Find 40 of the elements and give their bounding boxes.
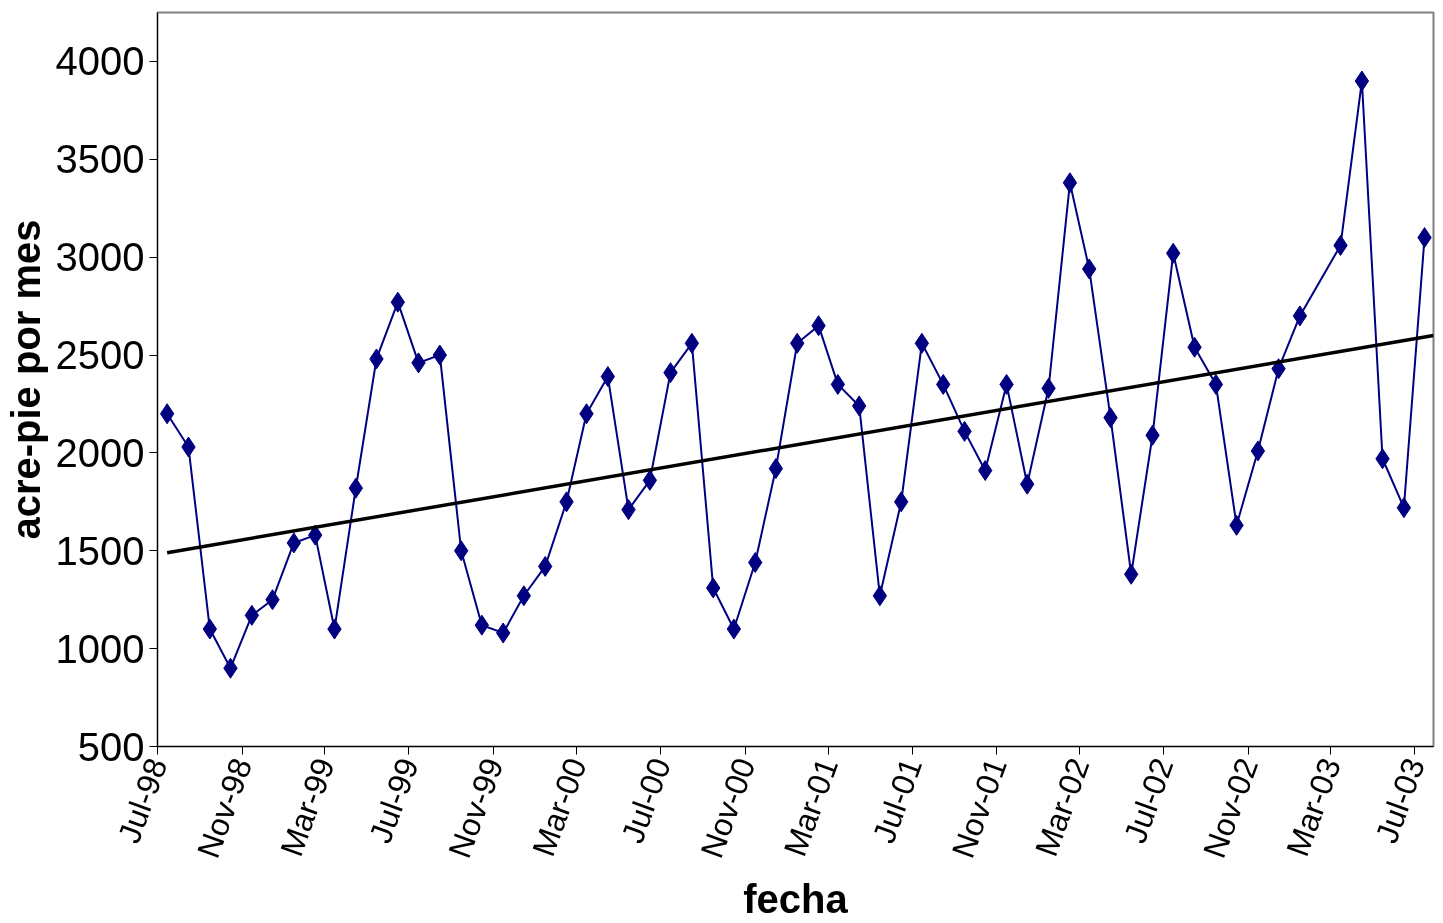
y-tick-label: 3000 xyxy=(55,235,145,280)
point xyxy=(1396,497,1412,519)
point xyxy=(1250,440,1266,462)
y-tick-label: 2000 xyxy=(55,430,145,475)
point xyxy=(286,532,302,554)
point xyxy=(726,618,742,640)
point xyxy=(1062,172,1078,194)
y-tick-label: 2500 xyxy=(55,333,145,378)
x-tick-label: Jul-01 xyxy=(865,753,930,848)
point xyxy=(1208,373,1224,395)
point xyxy=(1292,305,1308,327)
point xyxy=(600,366,616,388)
point xyxy=(244,604,260,626)
y-tick-label: 4000 xyxy=(55,39,145,84)
x-tick-label: Nov-98 xyxy=(190,753,260,863)
x-tick-label: Jul-00 xyxy=(614,753,678,848)
x-tick-label: Mar-02 xyxy=(1027,753,1097,861)
point xyxy=(1354,70,1370,92)
y-axis-title: acre-pie por mes xyxy=(3,219,48,540)
x-tick-label: Mar-01 xyxy=(776,753,846,861)
point xyxy=(830,373,846,395)
point xyxy=(159,403,175,425)
point xyxy=(516,585,532,607)
x-tick-label: Jul-02 xyxy=(1116,753,1181,848)
x-axis-title: fecha xyxy=(743,876,849,921)
y-tick-label: 1500 xyxy=(55,528,145,573)
x-tick-label: Jul-03 xyxy=(1368,753,1432,848)
y-tick-label: 1000 xyxy=(55,626,145,671)
point xyxy=(872,585,888,607)
x-tick-label: Jul-99 xyxy=(362,753,426,848)
point xyxy=(642,469,658,491)
point xyxy=(684,332,700,354)
x-tick-label: Mar-99 xyxy=(273,753,342,861)
x-tick-label: Nov-99 xyxy=(441,753,511,863)
y-tick-label: 3500 xyxy=(55,137,145,182)
x-tick-label: Mar-00 xyxy=(525,753,594,861)
point xyxy=(768,458,784,480)
point xyxy=(914,332,930,354)
x-tick-label: Nov-00 xyxy=(693,753,763,863)
x-tick-label: Mar-03 xyxy=(1279,753,1348,861)
